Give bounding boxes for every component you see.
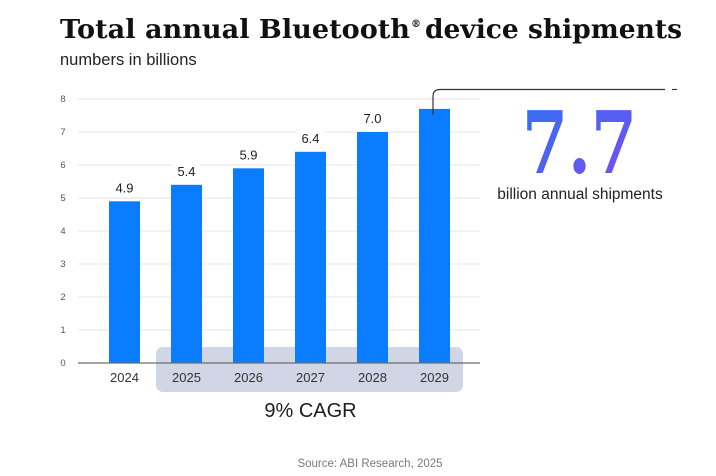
x-tick-label: 2027 [296,370,325,385]
chart-title: Total annual Bluetooth [60,15,410,45]
y-axis-tick-labels: 0 1 2 3 4 5 6 7 8 [60,94,65,369]
value-label: 7.0 [363,111,381,126]
value-label-background [234,146,263,164]
value-label-background [296,129,325,147]
bar-2027 [295,151,326,363]
registered-mark: ® [411,19,421,30]
x-tick-label: 2024 [110,370,139,385]
y-tick-label: 1 [60,325,65,336]
value-label: 6.4 [301,131,319,146]
gridlines [78,98,480,331]
x-axis-tick-labels: 2024 2025 2026 2027 2028 2029 [110,370,449,385]
y-tick-label: 5 [60,193,65,204]
x-tick-label: 2029 [420,370,449,385]
bar-2024 [109,201,140,363]
chart-title-continued: device shipments [425,15,682,45]
value-label: 5.4 [177,164,195,179]
y-tick-label: 4 [60,226,65,237]
y-tick-label: 3 [60,259,65,270]
bar-2028 [357,132,388,363]
y-tick-label: 6 [60,160,65,171]
value-label: 4.9 [115,180,133,195]
x-tick-label: 2026 [234,370,263,385]
source-note: Source: ABI Research, 2025 [297,458,442,470]
callout-value: 7.7 [522,93,637,194]
value-label-background [110,179,139,197]
value-labels: 4.9 5.4 5.9 6.4 7.0 [110,110,387,197]
x-tick-label: 2028 [358,370,387,385]
cagr-label: 9% CAGR [264,400,356,422]
bar-2029 [419,108,450,364]
y-tick-label: 0 [60,358,65,369]
chart-subtitle: numbers in billions [60,51,197,69]
value-label: 5.9 [239,147,257,162]
bar-2025 [171,184,202,363]
y-tick-label: 2 [60,292,65,303]
bars [109,108,450,364]
y-tick-label: 8 [60,94,65,105]
value-label-background [172,162,201,180]
bar-2026 [233,168,264,363]
y-tick-label: 7 [60,127,65,138]
callout-leader-line [432,88,665,115]
value-label-background [358,110,387,127]
callout-caption: billion annual shipments [497,186,663,203]
x-tick-label: 2025 [172,370,201,385]
